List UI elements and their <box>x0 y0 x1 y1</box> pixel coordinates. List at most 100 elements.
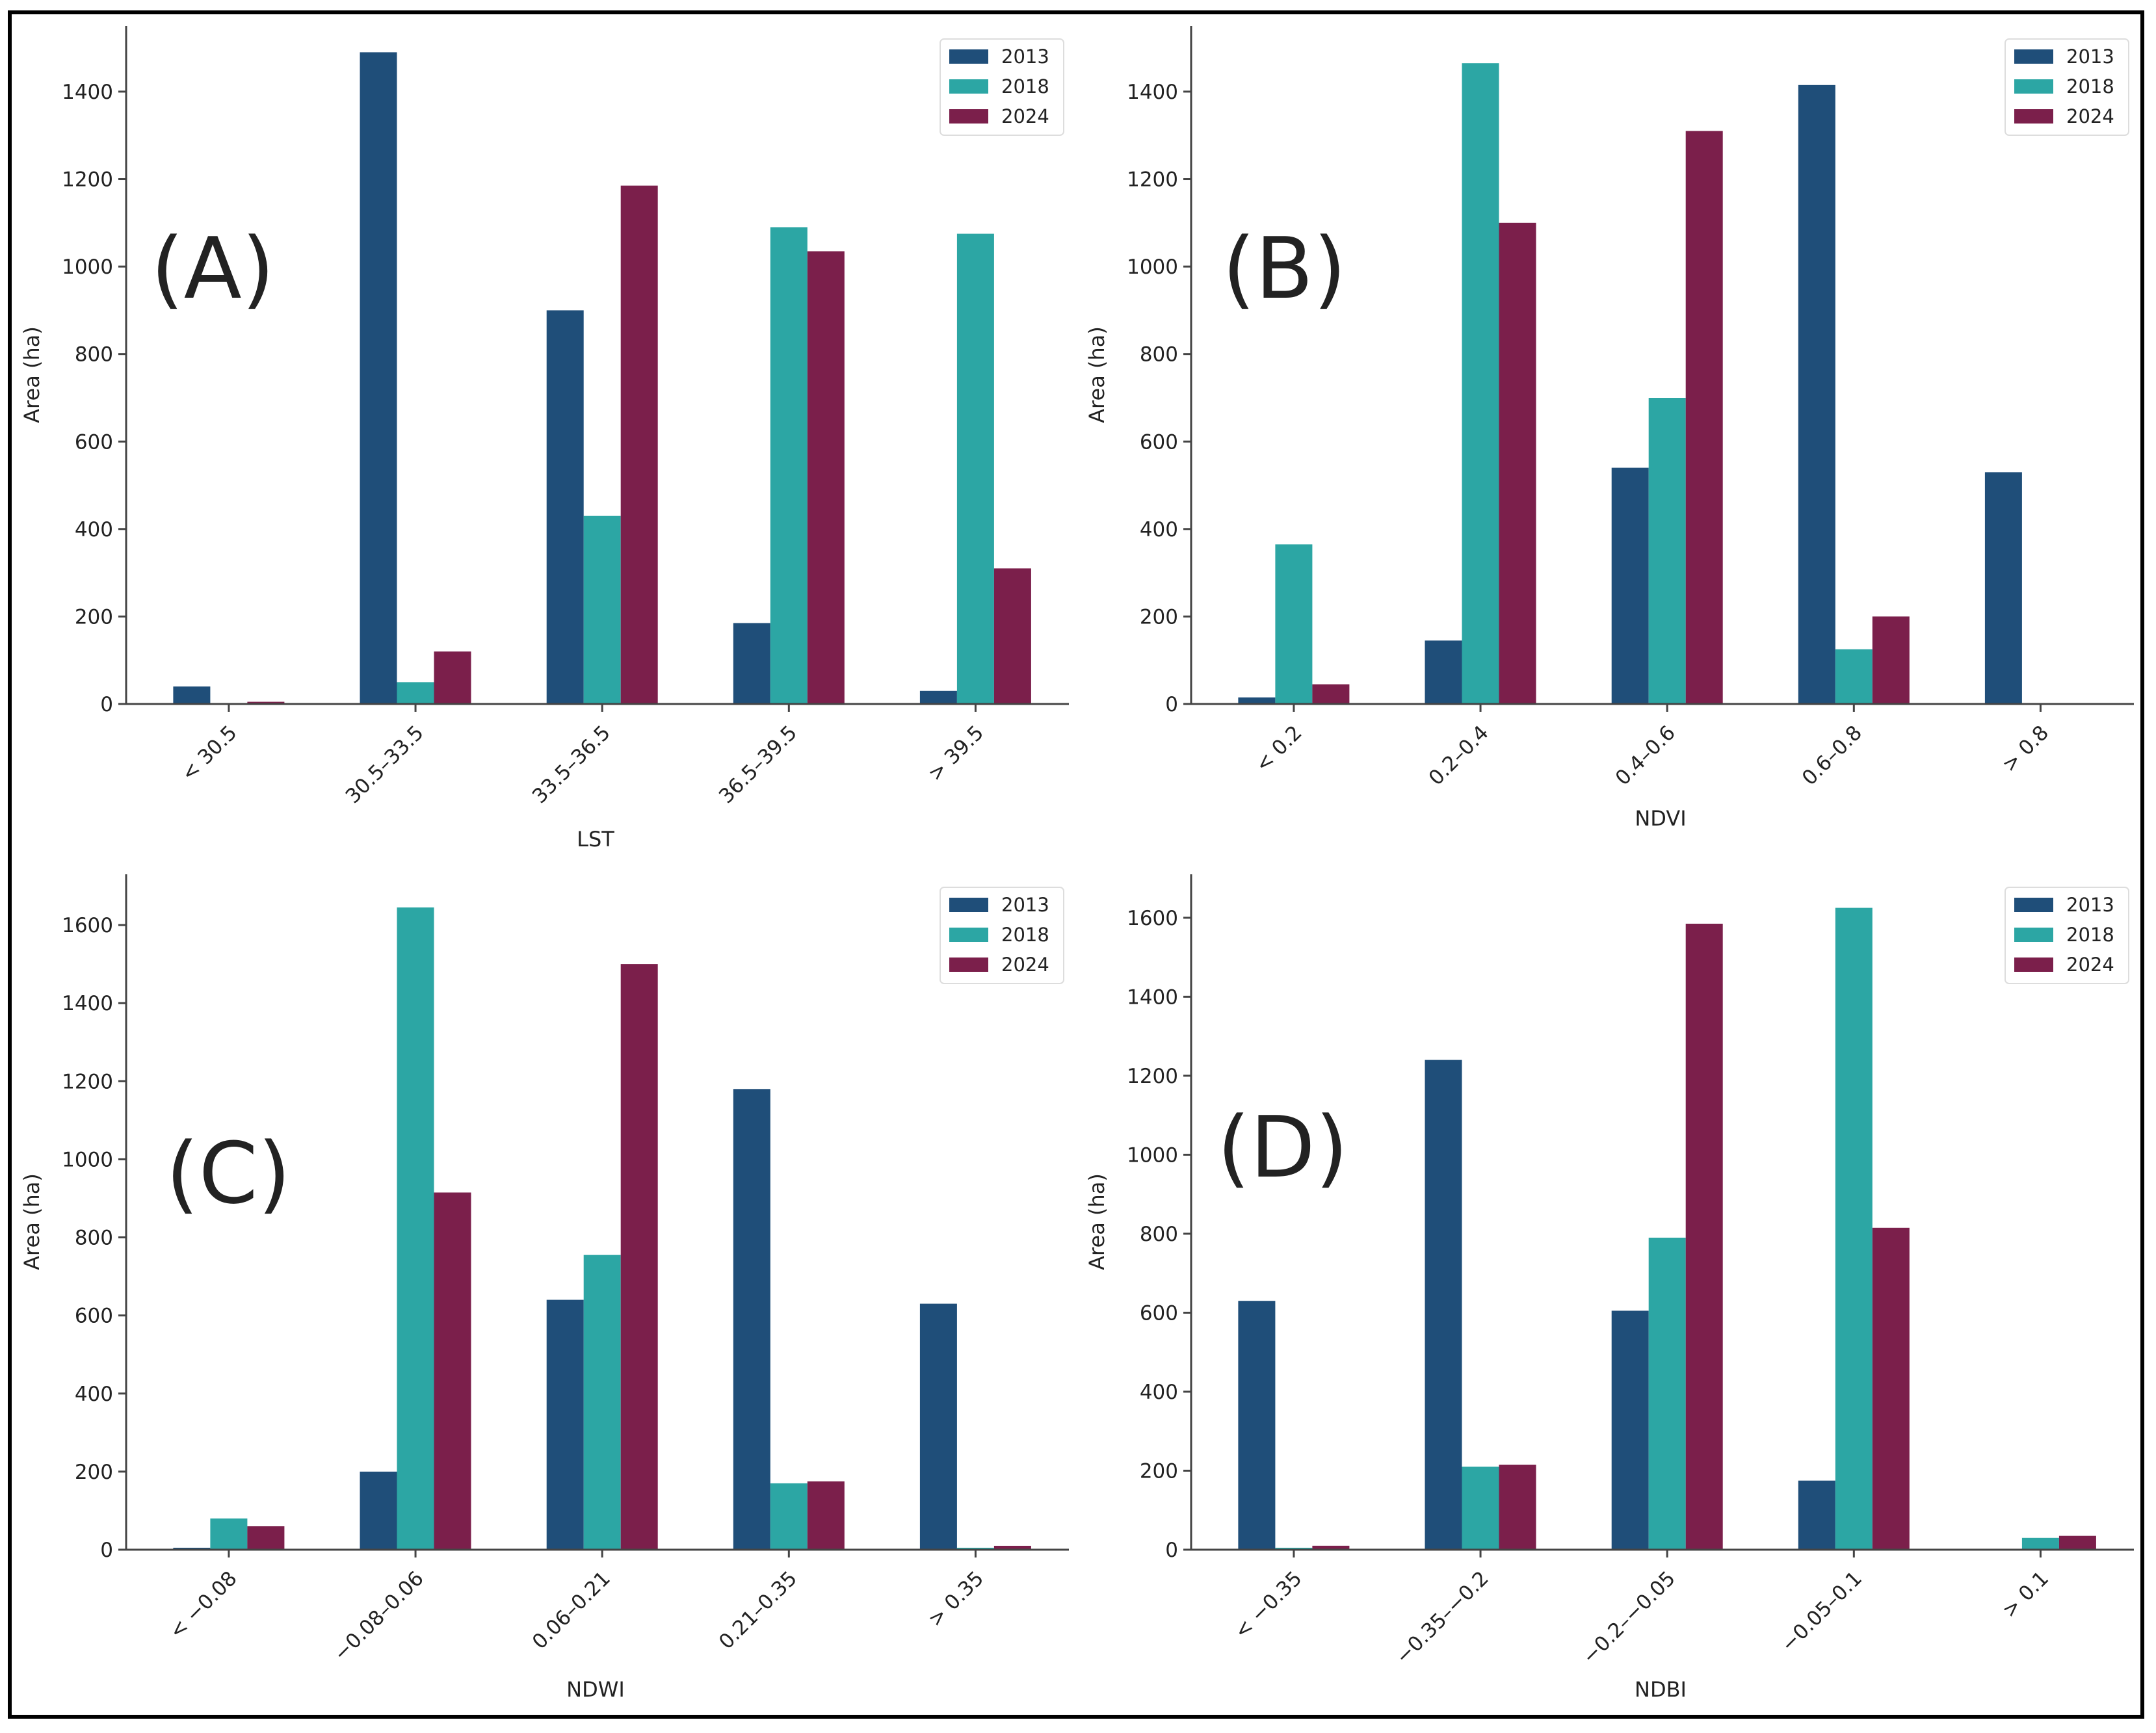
bar-2018-30-5-33-5 <box>397 682 434 704</box>
bar-2018-0-35-0-2 <box>1462 1466 1499 1550</box>
legend: 2013 2018 2024 <box>2005 38 2129 136</box>
legend-swatch-2013 <box>2014 49 2053 64</box>
bar-2018-0-2 <box>1275 544 1313 704</box>
bar-2013-0-35 <box>1238 1301 1276 1550</box>
bar-2018-0-2-0-05 <box>1648 1238 1686 1550</box>
y-tick-label: 1000 <box>62 255 113 279</box>
legend-label-2013: 2013 <box>1001 46 1049 68</box>
bar-2024-36-5-39-5 <box>807 251 845 704</box>
bar-2024-0-35 <box>993 1546 1031 1550</box>
y-tick-label: 1200 <box>1127 1065 1178 1088</box>
bar-2024-0-21-0-35 <box>807 1481 845 1550</box>
figure-border <box>8 10 2144 1719</box>
legend-swatch-2024 <box>949 109 988 124</box>
bar-2013-36-5-39-5 <box>733 623 770 704</box>
bar-2018-0-05-0-1 <box>1835 907 1873 1550</box>
y-tick-label: 1400 <box>62 81 113 104</box>
legend-swatch-2018 <box>2014 79 2053 94</box>
bar-2024-0-06-0-21 <box>620 964 658 1550</box>
bar-2018-0-21-0-35 <box>770 1483 808 1550</box>
bar-2013-0-8 <box>1984 472 2022 704</box>
legend-label-2018: 2018 <box>2066 75 2114 98</box>
y-tick-label: 600 <box>75 1305 113 1328</box>
bar-2013-0-2-0-05 <box>1611 1310 1649 1550</box>
bar-2013-0-4-0-6 <box>1611 467 1649 704</box>
y-tick-label: 400 <box>1140 1381 1178 1404</box>
bar-2013-0-2 <box>1238 697 1276 704</box>
legend-swatch-2018 <box>949 79 988 94</box>
bar-2018-0-4-0-6 <box>1648 398 1686 704</box>
bar-2018-0-08-0-06 <box>397 907 434 1550</box>
y-tick-label: 1200 <box>1127 168 1178 192</box>
y-tick-label: 1200 <box>62 1070 113 1093</box>
bar-2024-0-08-0-06 <box>434 1192 471 1550</box>
y-tick-label: 1000 <box>62 1148 113 1171</box>
bar-2024-39-5 <box>993 568 1031 704</box>
legend-swatch-2018 <box>2014 928 2053 942</box>
bar-2024-0-2-0-05 <box>1685 924 1723 1550</box>
bar-2018-0-08 <box>210 1518 248 1550</box>
legend-label-2024: 2024 <box>2066 954 2114 976</box>
y-axis-label: Area (ha) <box>20 326 44 423</box>
legend: 2013 2018 2024 <box>940 887 1064 984</box>
x-axis-label: NDBI <box>1635 1677 1687 1702</box>
y-tick-label: 600 <box>1140 1301 1178 1325</box>
y-tick-label: 400 <box>1140 518 1178 541</box>
bar-2024-0-1 <box>2058 1535 2096 1550</box>
bar-2013-0-05-0-1 <box>1798 1480 1835 1550</box>
bar-2013-30-5-33-5 <box>360 52 397 704</box>
bar-2013-0-21-0-35 <box>733 1089 770 1550</box>
y-tick-label: 0 <box>100 1539 113 1562</box>
y-tick-label: 0 <box>1165 693 1178 716</box>
y-tick-label: 200 <box>1140 605 1178 629</box>
y-tick-label: 0 <box>1165 1539 1178 1562</box>
legend-label-2024: 2024 <box>1001 105 1049 127</box>
x-axis-label: NDWI <box>566 1677 625 1702</box>
bar-2013-0-2-0-4 <box>1425 640 1462 704</box>
y-tick-label: 600 <box>75 430 113 454</box>
legend-label-2018: 2018 <box>1001 924 1049 946</box>
bar-2024-0-2 <box>1312 684 1350 704</box>
bar-2018-0-06-0-21 <box>583 1255 621 1550</box>
legend-swatch-2024 <box>2014 109 2053 124</box>
bar-2013-33-5-36-5 <box>546 310 584 704</box>
legend-label-2018: 2018 <box>1001 75 1049 98</box>
y-tick-label: 800 <box>75 343 113 367</box>
y-tick-label: 1000 <box>1127 255 1178 279</box>
bar-2018-0-1 <box>2021 1537 2059 1550</box>
panel-label: (C) <box>166 1124 291 1223</box>
y-tick-label: 400 <box>75 1383 113 1406</box>
legend-swatch-2024 <box>949 958 988 972</box>
y-tick-label: 1200 <box>62 168 113 192</box>
y-tick-label: 1600 <box>62 914 113 937</box>
bar-2024-33-5-36-5 <box>620 185 658 705</box>
bar-2018-36-5-39-5 <box>770 227 808 704</box>
bar-2024-0-4-0-6 <box>1685 131 1723 704</box>
bar-2018-39-5 <box>956 233 994 705</box>
panel-label: (B) <box>1222 219 1347 318</box>
y-axis-label: Area (ha) <box>1085 326 1109 423</box>
y-tick-label: 800 <box>1140 343 1178 367</box>
legend-swatch-2013 <box>2014 898 2053 912</box>
legend: 2013 2018 2024 <box>940 38 1064 136</box>
bar-2024-0-2-0-4 <box>1499 222 1536 704</box>
bar-2018-33-5-36-5 <box>583 515 621 704</box>
y-tick-label: 1000 <box>1127 1143 1178 1167</box>
bar-2013-0-06-0-21 <box>546 1299 584 1550</box>
y-tick-label: 400 <box>75 518 113 541</box>
legend-swatch-2024 <box>2014 958 2053 972</box>
legend-label-2013: 2013 <box>1001 894 1049 916</box>
y-tick-label: 1400 <box>1127 985 1178 1009</box>
y-tick-label: 0 <box>100 693 113 716</box>
bar-2024-0-08 <box>247 1526 285 1550</box>
bar-2013-0-35-0-2 <box>1425 1060 1462 1550</box>
legend-label-2013: 2013 <box>2066 46 2114 68</box>
y-axis-label: Area (ha) <box>1085 1173 1109 1270</box>
y-tick-label: 1400 <box>1127 81 1178 104</box>
bar-2013-0-08-0-06 <box>360 1471 397 1550</box>
legend-label-2024: 2024 <box>2066 105 2114 127</box>
panel-label: (D) <box>1217 1098 1348 1197</box>
bar-2013-30-5 <box>173 686 211 704</box>
